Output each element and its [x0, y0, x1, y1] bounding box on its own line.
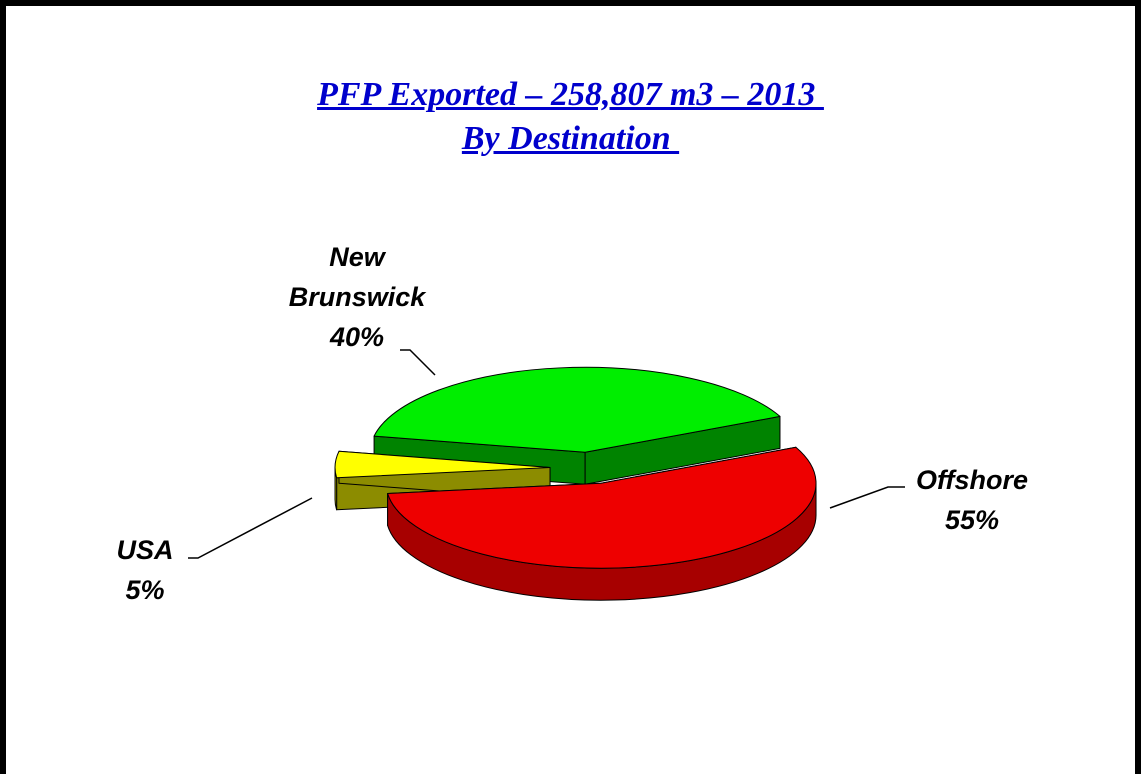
chart-title: PFP Exported – 258,807 m3 – 2013	[317, 76, 824, 113]
category-label: New Brunswick	[288, 242, 426, 312]
leader-line	[400, 349, 436, 376]
leader-line	[188, 497, 313, 559]
slice-top	[387, 446, 817, 569]
leader-line	[829, 486, 905, 509]
category-label: USA	[116, 535, 174, 565]
slice-label: New Brunswick 40%	[262, 237, 452, 357]
slice-label: USA 5%	[80, 530, 210, 610]
slice	[387, 446, 817, 601]
value-label: 55%	[944, 505, 1000, 535]
chart-title: By Destination	[461, 120, 680, 157]
slice-top	[334, 450, 551, 479]
value-label: 5%	[125, 575, 165, 605]
slice-top	[373, 366, 781, 453]
category-label: Offshore	[915, 465, 1029, 495]
value-label: 40%	[329, 322, 385, 352]
slice-label: Offshore 55%	[882, 460, 1062, 540]
pie	[334, 366, 817, 601]
